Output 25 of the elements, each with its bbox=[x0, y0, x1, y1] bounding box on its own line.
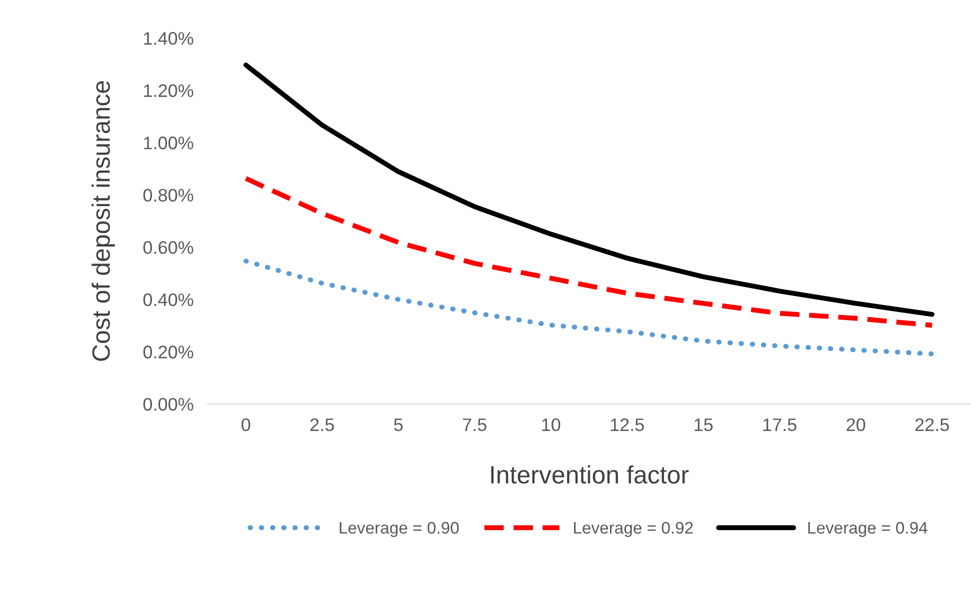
x-tick-label: 10 bbox=[542, 418, 560, 432]
y-tick-label: 1.20% bbox=[144, 84, 194, 98]
x-tick-label: 15 bbox=[694, 418, 713, 432]
y-tick-label: 1.00% bbox=[144, 136, 194, 150]
y-tick-label: 0.80% bbox=[143, 188, 194, 202]
x-tick-label: 17.5 bbox=[763, 418, 796, 432]
y-tick-label: 0.60% bbox=[143, 241, 194, 254]
x-tick-label: 2.5 bbox=[310, 418, 334, 432]
x-axis-title: Intervention factor bbox=[491, 465, 689, 484]
x-tick-label: 20 bbox=[846, 418, 866, 432]
legend-label: Leverage = 0.92 bbox=[574, 522, 693, 538]
x-tick-label: 0 bbox=[242, 418, 250, 432]
y-axis-title: Cost of deposit insurance bbox=[92, 81, 115, 361]
legend-label: Leverage = 0.90 bbox=[340, 522, 459, 538]
x-tick-label: 7.5 bbox=[462, 418, 486, 432]
y-tick-label: 0.40% bbox=[143, 293, 194, 306]
y-tick-label: 0.00% bbox=[143, 398, 194, 411]
line-series bbox=[243, 258, 935, 356]
line-series bbox=[243, 62, 935, 317]
x-tick-label: 12.5 bbox=[610, 418, 644, 432]
y-tick-label: 1.40% bbox=[144, 32, 194, 45]
y-tick-label: 0.20% bbox=[143, 346, 194, 358]
x-tick-label: 5 bbox=[394, 418, 403, 432]
legend-label: Leverage = 0.94 bbox=[808, 522, 928, 538]
x-tick-label: 22.5 bbox=[915, 418, 949, 432]
